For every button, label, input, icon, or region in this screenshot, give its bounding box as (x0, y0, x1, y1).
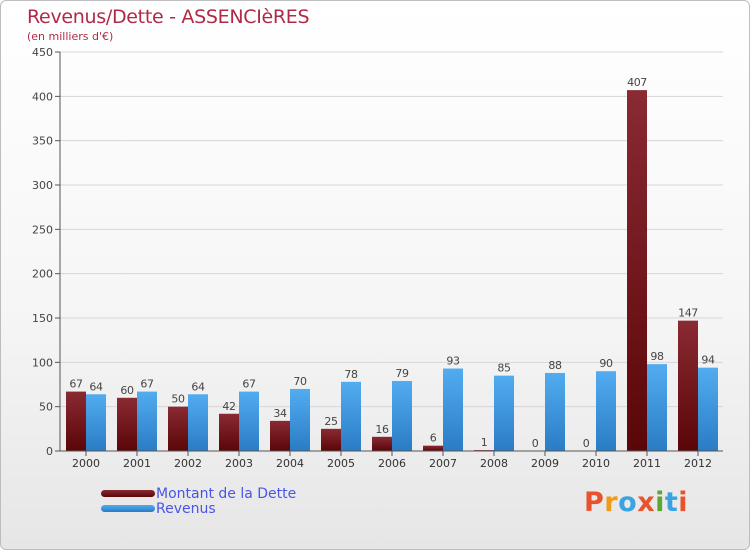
bar-revenus-2010 (596, 371, 616, 451)
bars (66, 90, 718, 452)
xtick-label-2008: 2008 (480, 457, 508, 470)
bar-debt-2002 (168, 406, 188, 451)
bar-revenus-2003 (239, 391, 259, 451)
data-label-revenus-2008: 85 (497, 362, 511, 375)
xtick-label-2004: 2004 (276, 457, 304, 470)
xtick-label-2011: 2011 (633, 457, 661, 470)
bar-debt-2011 (627, 90, 647, 452)
bar-revenus-2005 (341, 381, 361, 451)
xtick-label-2012: 2012 (684, 457, 712, 470)
chart-title: Revenus/Dette - ASSENCIèRES (27, 6, 310, 28)
bar-revenus-2008 (494, 375, 514, 451)
proxiti-logo: Proxiti (584, 487, 688, 518)
xtick-label-2000: 2000 (72, 457, 100, 470)
data-label-revenus-2004: 70 (293, 375, 307, 388)
data-label-revenus-2012: 94 (701, 354, 715, 367)
data-label-debt-2007: 6 (430, 432, 437, 445)
bar-revenus-2011 (647, 364, 667, 451)
data-label-revenus-2007: 93 (446, 355, 460, 368)
data-labels: 67 64 60 67 50 64 42 67 34 70 25 78 16 79 6 93 1 85 0 88 0 90… (69, 76, 715, 450)
data-label-debt-2003: 42 (222, 400, 235, 413)
legend-label-debt: Montant de la Dette (156, 486, 297, 502)
data-label-debt-2010: 0 (583, 437, 590, 450)
ytick-label-0: 0 (46, 445, 53, 458)
bar-revenus-2000 (86, 394, 106, 451)
legend-label-revenus: Revenus (156, 501, 216, 517)
logo-letter: r (604, 487, 619, 518)
data-label-revenus-2005: 78 (344, 368, 358, 381)
bar-revenus-2006 (392, 380, 412, 451)
bar-debt-2004 (270, 420, 290, 451)
ytick-label-450: 450 (32, 46, 53, 59)
data-label-revenus-2010: 90 (599, 357, 613, 370)
data-label-debt-2002: 50 (171, 393, 185, 406)
bar-revenus-2007 (443, 368, 463, 451)
logo-letter: o (618, 487, 638, 518)
logo-letter: i (655, 487, 665, 518)
bar-debt-2001 (117, 397, 137, 451)
data-label-revenus-2011: 98 (650, 350, 664, 363)
logo-letter: t (664, 487, 679, 518)
xtick-label-2005: 2005 (327, 457, 355, 470)
ytick-label-100: 100 (32, 356, 53, 369)
legend-swatch-revenus (101, 505, 155, 512)
xtick-label-2009: 2009 (531, 457, 559, 470)
ytick-label-50: 50 (39, 401, 53, 414)
bar-revenus-2009 (545, 372, 565, 451)
bar-debt-2012 (678, 320, 698, 451)
bar-debt-2005 (321, 428, 341, 451)
bar-revenus-2002 (188, 394, 208, 451)
bar-revenus-2004 (290, 388, 310, 451)
ytick-label-150: 150 (32, 312, 53, 325)
data-label-debt-2006: 16 (375, 423, 389, 436)
ytick-label-400: 400 (32, 90, 53, 103)
bar-revenus-2012 (698, 367, 718, 451)
logo-letter: P (584, 487, 605, 518)
data-label-revenus-2001: 67 (140, 378, 154, 391)
data-label-debt-2009: 0 (532, 437, 539, 450)
xtick-label-2007: 2007 (429, 457, 457, 470)
xtick-label-2003: 2003 (225, 457, 253, 470)
data-label-debt-2005: 25 (324, 415, 338, 428)
xtick-label-2010: 2010 (582, 457, 610, 470)
data-label-debt-2012: 147 (678, 307, 698, 320)
data-label-revenus-2009: 88 (548, 359, 562, 372)
logo-letter: x (637, 487, 656, 518)
ytick-label-200: 200 (32, 268, 53, 281)
grid-lines (60, 51, 723, 452)
data-label-debt-2000: 67 (69, 378, 83, 391)
data-label-debt-2011: 407 (627, 76, 647, 89)
bar-debt-2007 (423, 445, 443, 451)
data-label-revenus-2002: 64 (191, 380, 205, 393)
data-label-revenus-2006: 79 (395, 367, 409, 380)
bar-debt-2006 (372, 436, 392, 451)
data-label-revenus-2000: 64 (89, 380, 103, 393)
legend-swatch-debt (101, 490, 155, 497)
chart-subtitle: (en milliers d'€) (27, 30, 114, 43)
logo-letter: i (678, 487, 689, 518)
bar-debt-2003 (219, 413, 239, 451)
data-label-revenus-2003: 67 (242, 378, 256, 391)
xtick-label-2002: 2002 (174, 457, 202, 470)
data-label-debt-2004: 34 (273, 407, 287, 420)
ytick-label-300: 300 (32, 179, 53, 192)
xtick-label-2006: 2006 (378, 457, 406, 470)
bar-revenus-2001 (137, 391, 157, 451)
ytick-label-250: 250 (32, 223, 53, 236)
ytick-label-350: 350 (32, 135, 53, 148)
bar-debt-2000 (66, 391, 86, 451)
data-label-debt-2008: 1 (481, 436, 488, 449)
xtick-label-2001: 2001 (123, 457, 151, 470)
data-label-debt-2001: 60 (120, 384, 134, 397)
